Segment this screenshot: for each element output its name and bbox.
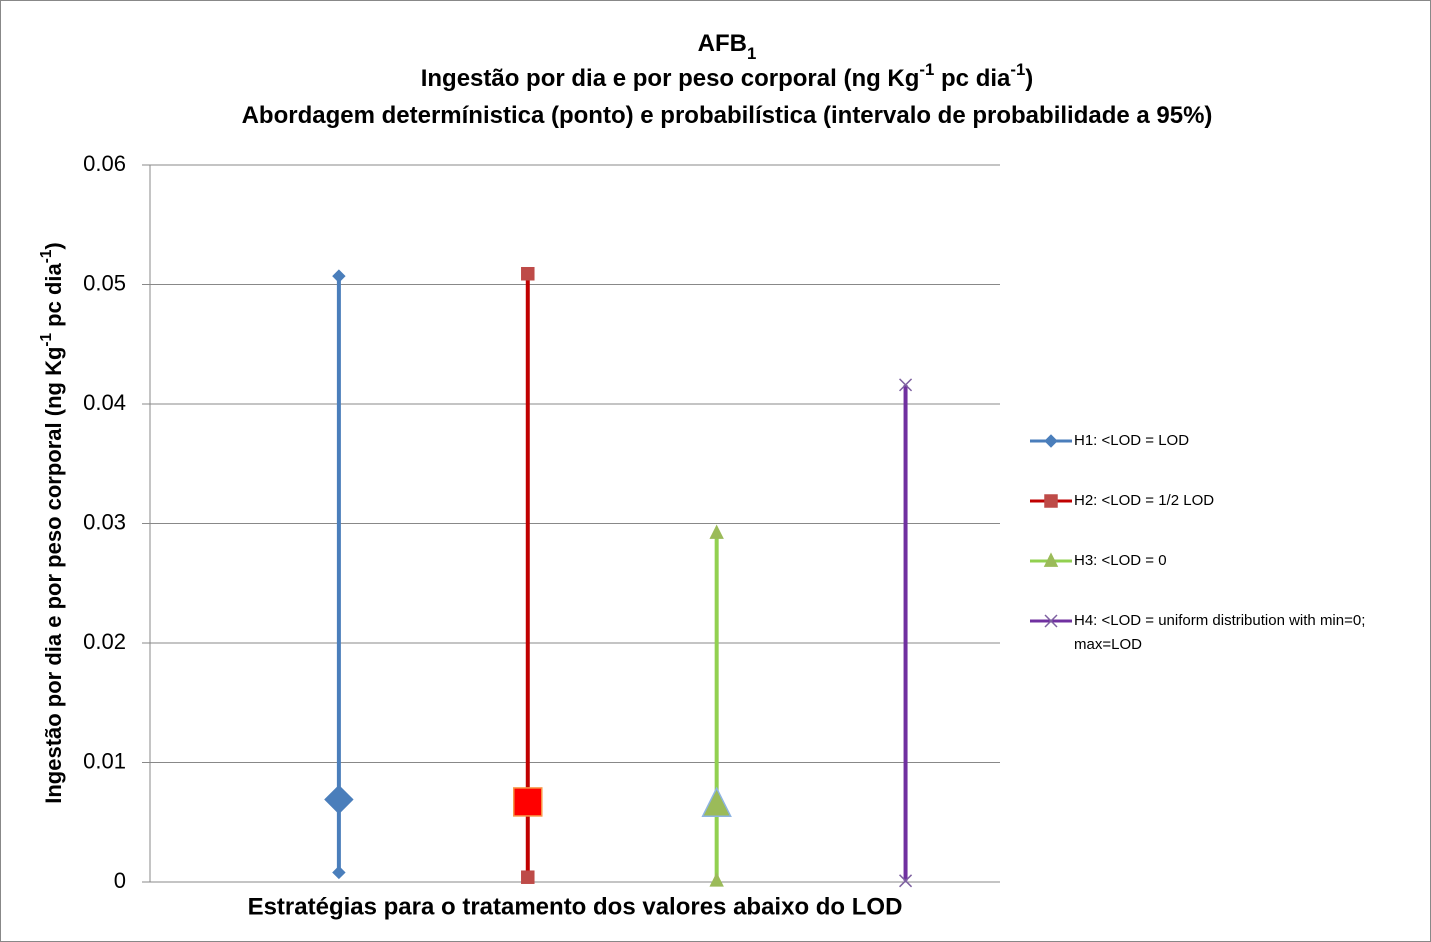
legend-label: H4: <LOD = uniform distribution with min… xyxy=(1074,612,1366,653)
y-axis-title-part: -1 xyxy=(38,332,55,346)
y-tick-label: 0 xyxy=(114,868,126,893)
chart-title: AFB1 xyxy=(698,30,757,63)
chart-title-part: pc dia xyxy=(934,65,1011,92)
legend-label: H2: <LOD = 1/2 LOD xyxy=(1074,492,1215,509)
chart-title-part: Abordagem determínistica (ponto) e proba… xyxy=(242,102,1213,129)
high-marker-stroke xyxy=(899,378,913,392)
low-marker xyxy=(332,865,346,880)
legend-marker xyxy=(1043,552,1059,567)
y-tick-label: 0.05 xyxy=(83,270,126,295)
chart-title: Ingestão por dia e por peso corporal (ng… xyxy=(421,60,1034,92)
estimate-marker xyxy=(513,787,543,817)
legend-marker xyxy=(1044,434,1058,448)
high-marker xyxy=(332,269,346,283)
chart-title-part: 1 xyxy=(747,44,756,63)
y-axis-title-part: Ingestão por dia e por peso corporal (ng… xyxy=(41,347,66,804)
y-axis-title-part: pc dia xyxy=(41,262,66,332)
x-axis-title: Estratégias para o tratamento dos valore… xyxy=(248,893,903,920)
chart-title-part: Ingestão por dia e por peso corporal (ng… xyxy=(421,65,920,92)
y-tick-label: 0.01 xyxy=(83,748,126,773)
chart-title-part: -1 xyxy=(919,60,934,79)
high-marker xyxy=(899,378,913,392)
low-marker xyxy=(521,870,535,884)
low-marker xyxy=(709,872,724,887)
y-tick-label: 0.06 xyxy=(83,151,126,176)
chart-title: Abordagem determínistica (ponto) e proba… xyxy=(242,102,1213,129)
low-marker-stroke xyxy=(899,874,913,888)
chart-title-part: ) xyxy=(1025,65,1033,92)
y-tick-label: 0.04 xyxy=(83,390,126,415)
high-marker xyxy=(709,524,724,539)
y-axis-title-part: ) xyxy=(41,242,66,249)
y-axis-title-part: -1 xyxy=(38,249,55,263)
chart-title-part: AFB xyxy=(698,30,747,57)
y-axis-title: Ingestão por dia e por peso corporal (ng… xyxy=(38,242,66,804)
high-marker xyxy=(521,266,535,281)
legend-label: H3: <LOD = 0 xyxy=(1074,552,1167,569)
chart-title-part: -1 xyxy=(1010,60,1025,79)
y-tick-label: 0.03 xyxy=(83,509,126,534)
y-tick-label: 0.02 xyxy=(83,629,126,654)
legend-marker xyxy=(1044,494,1058,508)
legend-label: H1: <LOD = LOD xyxy=(1074,432,1190,449)
low-marker xyxy=(899,874,913,888)
estimate-marker xyxy=(701,786,732,817)
legend-marker xyxy=(1044,614,1058,628)
estimate-marker xyxy=(324,784,354,815)
legend-marker-stroke xyxy=(1044,614,1058,628)
